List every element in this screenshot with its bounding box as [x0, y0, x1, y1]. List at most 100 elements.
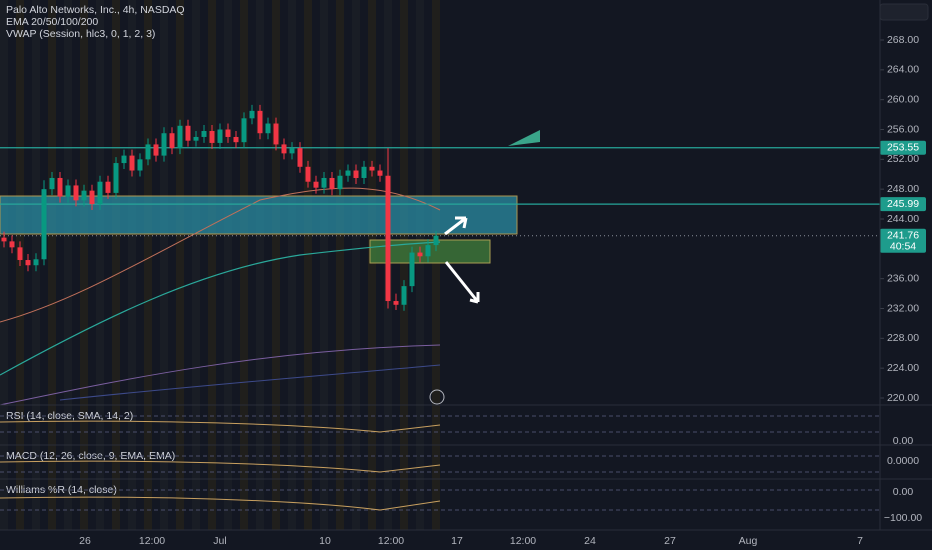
x-tick-label: 12:00 [378, 535, 404, 547]
candle-body [425, 245, 431, 257]
y-tick-label: 268.00 [887, 34, 919, 46]
session-band [288, 0, 296, 530]
session-band [128, 0, 136, 530]
candle-body [41, 189, 47, 260]
countdown-label: 40:54 [890, 240, 916, 252]
candle-body [385, 175, 391, 302]
candle-body [105, 181, 111, 193]
session-band [256, 0, 264, 530]
indicator-line [0, 420, 441, 433]
candle-body [433, 235, 439, 246]
candle-body [241, 118, 247, 143]
candle-body [297, 148, 303, 167]
vwap-legend: VWAP (Session, hlc3, 0, 1, 2, 3) [6, 28, 155, 40]
pane-tick-label: 0.00 [893, 435, 914, 447]
candle-body [57, 177, 63, 197]
candle-body [33, 259, 39, 266]
y-tick-label: 244.00 [887, 213, 919, 225]
candle-body [9, 241, 15, 248]
session-band [320, 0, 328, 530]
session-band [368, 0, 376, 530]
candle-body [265, 123, 271, 134]
candle-body [273, 123, 279, 145]
candle-body [193, 136, 199, 141]
x-tick-label: 24 [584, 535, 596, 547]
candle-body [225, 129, 231, 137]
session-bands [0, 0, 440, 530]
pane-title: MACD (12, 26, close, 9, EMA, EMA) [6, 450, 175, 462]
x-tick-label: Jul [213, 535, 226, 547]
level-tag [880, 197, 926, 212]
session-band [240, 0, 248, 530]
arrow-up [444, 216, 468, 236]
candle-body [1, 237, 7, 242]
ema-legend: EMA 20/50/100/200 [6, 16, 98, 28]
candle-body [369, 166, 375, 171]
candle-body [89, 190, 95, 205]
session-band [80, 0, 88, 530]
menu-box[interactable] [879, 3, 929, 21]
candle-body [233, 136, 239, 143]
session-band [64, 0, 72, 530]
y-tick-label: 232.00 [887, 302, 919, 314]
arrow-down [444, 261, 480, 304]
x-tick-label: 12:00 [139, 535, 165, 547]
candle-body [137, 159, 143, 171]
ema-line [0, 187, 441, 323]
candle-body [361, 166, 367, 178]
candle-body [201, 130, 207, 137]
pane-title: Williams %R (14, close) [6, 484, 117, 496]
candle-body [329, 177, 335, 190]
candle-body [409, 252, 415, 287]
resistance-zone [0, 195, 518, 235]
ema-line [59, 364, 441, 401]
surfer-icon [508, 130, 540, 146]
candle-body [353, 170, 359, 178]
y-tick-label: 256.00 [887, 123, 919, 135]
y-tick-label: 236.00 [887, 272, 919, 284]
session-band [96, 0, 104, 530]
candle-body [289, 148, 295, 154]
session-band [0, 0, 8, 530]
session-band [432, 0, 440, 530]
level-label: 245.99 [887, 198, 919, 210]
candle-body [345, 170, 351, 176]
candle-body [321, 177, 327, 188]
candle-body [281, 144, 287, 154]
candle-body [313, 181, 319, 188]
x-tick-label: 10 [319, 535, 331, 547]
candle-body [417, 252, 423, 257]
y-tick-label: 220.00 [887, 392, 919, 404]
candle-body [185, 125, 191, 141]
session-band [272, 0, 280, 530]
ema-line [0, 344, 441, 406]
pane-title: RSI (14, close, SMA, 14, 2) [6, 410, 133, 422]
x-tick-label: 7 [857, 535, 863, 547]
x-tick-label: 26 [79, 535, 91, 547]
candle-body [121, 155, 127, 164]
candle-body [73, 185, 79, 201]
x-tick-label: 17 [451, 535, 463, 547]
pane-tick-label: 0.00 [893, 486, 914, 498]
session-band [416, 0, 424, 530]
candle-body [17, 247, 23, 261]
indicator-line [0, 496, 441, 511]
candle-body [25, 260, 31, 266]
candle-body [217, 129, 223, 143]
indicator-line [0, 460, 441, 473]
alert-icon [429, 389, 445, 405]
session-band [192, 0, 200, 530]
candle-body [81, 190, 87, 201]
candle-body [97, 181, 103, 205]
last-price-label: 241.76 [887, 229, 919, 241]
candle-body [377, 170, 383, 176]
session-band [304, 0, 312, 530]
y-tick-label: 264.00 [887, 64, 919, 76]
y-tick-label: 260.00 [887, 93, 919, 105]
session-band [112, 0, 120, 530]
candle-body [305, 166, 311, 182]
candle-body [169, 133, 175, 149]
session-band [400, 0, 408, 530]
level-tag [880, 140, 926, 155]
